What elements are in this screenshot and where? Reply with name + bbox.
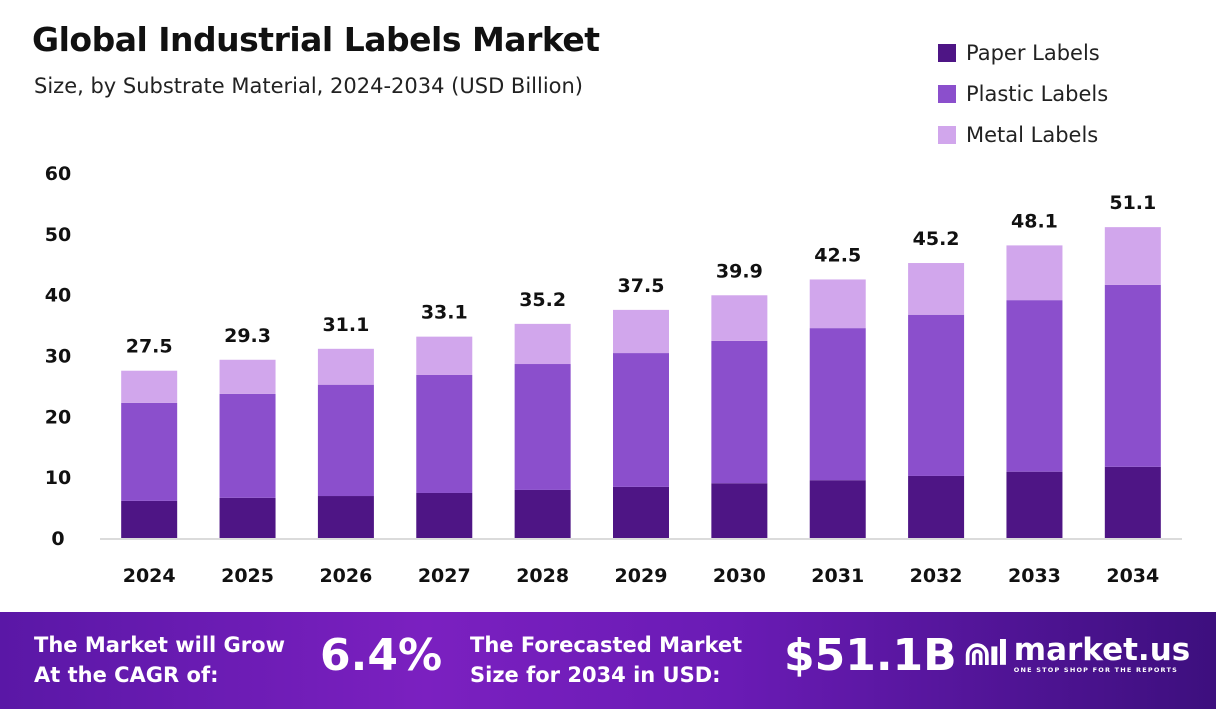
bar-segment-plastic-labels — [514, 364, 571, 490]
bar-segment-plastic-labels — [121, 402, 178, 501]
cagr-label-line2: At the CAGR of: — [34, 663, 219, 687]
y-tick-label: 50 — [45, 224, 71, 246]
x-tick-label: 2032 — [910, 565, 963, 587]
bar-segment-metal-labels — [219, 359, 276, 394]
footer-banner: The Market will Grow At the CAGR of: 6.4… — [0, 612, 1216, 709]
logo-tagline: ONE STOP SHOP FOR THE REPORTS — [1013, 666, 1178, 674]
bar-segment-plastic-labels — [908, 314, 965, 476]
bar-segment-paper-labels — [1104, 466, 1161, 538]
logo-mark-icon: ⋒ıl — [963, 634, 1009, 674]
bar-segment-paper-labels — [514, 489, 571, 538]
x-tick-label: 2025 — [221, 565, 274, 587]
total-data-label: 51.1 — [1109, 192, 1156, 214]
chart-title: Global Industrial Labels Market — [32, 20, 600, 59]
legend-swatch — [938, 43, 956, 62]
bar-segment-paper-labels — [317, 496, 374, 538]
x-tick-label: 2024 — [123, 565, 176, 587]
bar-segment-plastic-labels — [613, 353, 669, 487]
bar-segment-metal-labels — [809, 279, 866, 329]
bar-segment-metal-labels — [1104, 227, 1161, 285]
bar-segment-metal-labels — [711, 295, 768, 341]
bar-segment-plastic-labels — [416, 374, 473, 493]
cagr-value: 6.4% — [320, 630, 443, 681]
forecast-label-line2: Size for 2034 in USD: — [470, 663, 721, 687]
bar-segment-metal-labels — [317, 348, 374, 385]
total-data-label: 48.1 — [1011, 210, 1058, 232]
bar-segment-paper-labels — [908, 475, 965, 538]
bar-chart: 010203040506027.5202429.3202531.1202633.… — [45, 163, 1182, 587]
bar-segment-metal-labels — [514, 323, 571, 365]
legend-label: Metal Labels — [966, 122, 1099, 147]
x-tick-label: 2033 — [1008, 565, 1061, 587]
legend-item-paper: Paper Labels — [938, 32, 1108, 73]
bar-segment-paper-labels — [809, 480, 866, 538]
bar-segment-paper-labels — [416, 492, 473, 538]
cagr-label: The Market will Grow At the CAGR of: — [34, 630, 285, 690]
total-data-label: 39.9 — [716, 260, 763, 282]
x-tick-label: 2027 — [418, 565, 471, 587]
total-data-label: 42.5 — [814, 244, 861, 266]
legend-label: Plastic Labels — [966, 81, 1109, 106]
market-us-logo: ⋒ıl market.us ONE STOP SHOP FOR THE REPO… — [963, 634, 1190, 674]
x-tick-label: 2034 — [1106, 565, 1159, 587]
y-tick-label: 10 — [45, 467, 71, 489]
total-data-label: 45.2 — [913, 228, 960, 250]
legend-swatch — [938, 125, 956, 144]
bar-segment-plastic-labels — [711, 340, 768, 484]
bar-segment-metal-labels — [908, 263, 965, 315]
legend-item-plastic: Plastic Labels — [938, 73, 1108, 114]
logo-name: market.us — [1013, 632, 1191, 668]
forecast-label: The Forecasted Market Size for 2034 in U… — [470, 630, 742, 690]
bar-segment-metal-labels — [416, 336, 473, 375]
bar-segment-paper-labels — [121, 500, 178, 538]
y-tick-label: 20 — [45, 406, 71, 428]
forecast-label-line1: The Forecasted Market — [470, 633, 743, 657]
bar-segment-metal-labels — [1006, 245, 1063, 301]
forecast-value: $51.1B — [784, 630, 957, 681]
total-data-label: 29.3 — [224, 325, 271, 347]
x-tick-label: 2028 — [516, 565, 569, 587]
legend-swatch — [938, 84, 956, 103]
bar-segment-paper-labels — [1006, 471, 1063, 538]
total-data-label: 33.1 — [421, 302, 468, 324]
bar-segment-metal-labels — [613, 309, 669, 354]
x-tick-label: 2026 — [319, 565, 372, 587]
total-data-label: 31.1 — [322, 314, 369, 336]
legend: Paper Labels Plastic Labels Metal Labels — [938, 32, 1108, 155]
bar-segment-plastic-labels — [219, 393, 276, 498]
total-data-label: 35.2 — [519, 289, 566, 311]
bar-segment-plastic-labels — [1006, 300, 1063, 472]
y-tick-label: 40 — [45, 285, 71, 307]
bar-segment-plastic-labels — [1104, 284, 1161, 467]
chart-subtitle: Size, by Substrate Material, 2024-2034 (… — [34, 74, 584, 98]
x-tick-label: 2029 — [615, 565, 668, 587]
cagr-label-line1: The Market will Grow — [34, 633, 285, 657]
y-tick-label: 0 — [51, 528, 64, 550]
total-data-label: 27.5 — [126, 336, 173, 358]
legend-label: Paper Labels — [966, 40, 1100, 65]
bar-segment-paper-labels — [613, 486, 669, 538]
y-tick-label: 30 — [45, 346, 71, 368]
bar-segment-plastic-labels — [809, 328, 866, 481]
legend-item-metal: Metal Labels — [938, 114, 1108, 155]
total-data-label: 37.5 — [618, 275, 665, 297]
bar-segment-paper-labels — [711, 483, 768, 538]
bar-segment-paper-labels — [219, 497, 276, 538]
x-tick-label: 2031 — [811, 565, 864, 587]
bar-segment-metal-labels — [121, 370, 178, 403]
y-tick-label: 60 — [45, 163, 71, 185]
bar-segment-plastic-labels — [317, 384, 374, 497]
x-tick-label: 2030 — [713, 565, 766, 587]
